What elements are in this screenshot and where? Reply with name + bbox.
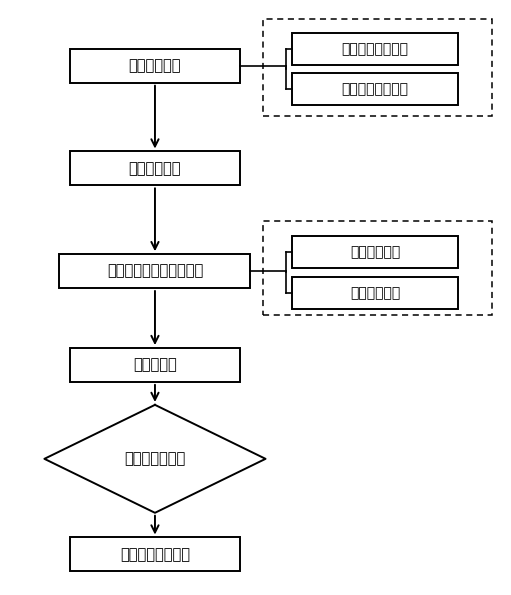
- Bar: [69, 151, 240, 186]
- Bar: [263, 221, 492, 315]
- Bar: [263, 19, 492, 115]
- Text: 太阳水平角及高度角射线: 太阳水平角及高度角射线: [107, 264, 203, 278]
- Bar: [292, 277, 458, 309]
- Text: 终止点射线组: 终止点射线组: [350, 286, 400, 300]
- Text: 日照罩面基底: 日照罩面基底: [129, 161, 181, 176]
- Text: 起始点射线组: 起始点射线组: [350, 245, 400, 259]
- Bar: [292, 236, 458, 268]
- Bar: [69, 537, 240, 571]
- Text: 初始罩面体: 初始罩面体: [133, 358, 177, 372]
- Bar: [69, 348, 240, 382]
- Text: 空间测绘数据收集: 空间测绘数据收集: [342, 42, 409, 56]
- Text: 街区高度梯度控制: 街区高度梯度控制: [120, 547, 190, 562]
- Text: 基础数据收集: 基础数据收集: [129, 58, 181, 73]
- Bar: [292, 73, 458, 105]
- Text: 地理纬度数据收集: 地理纬度数据收集: [342, 82, 409, 96]
- Bar: [292, 33, 458, 65]
- Text: 街区日照罩面体: 街区日照罩面体: [124, 452, 185, 466]
- Bar: [59, 254, 250, 288]
- Bar: [69, 49, 240, 83]
